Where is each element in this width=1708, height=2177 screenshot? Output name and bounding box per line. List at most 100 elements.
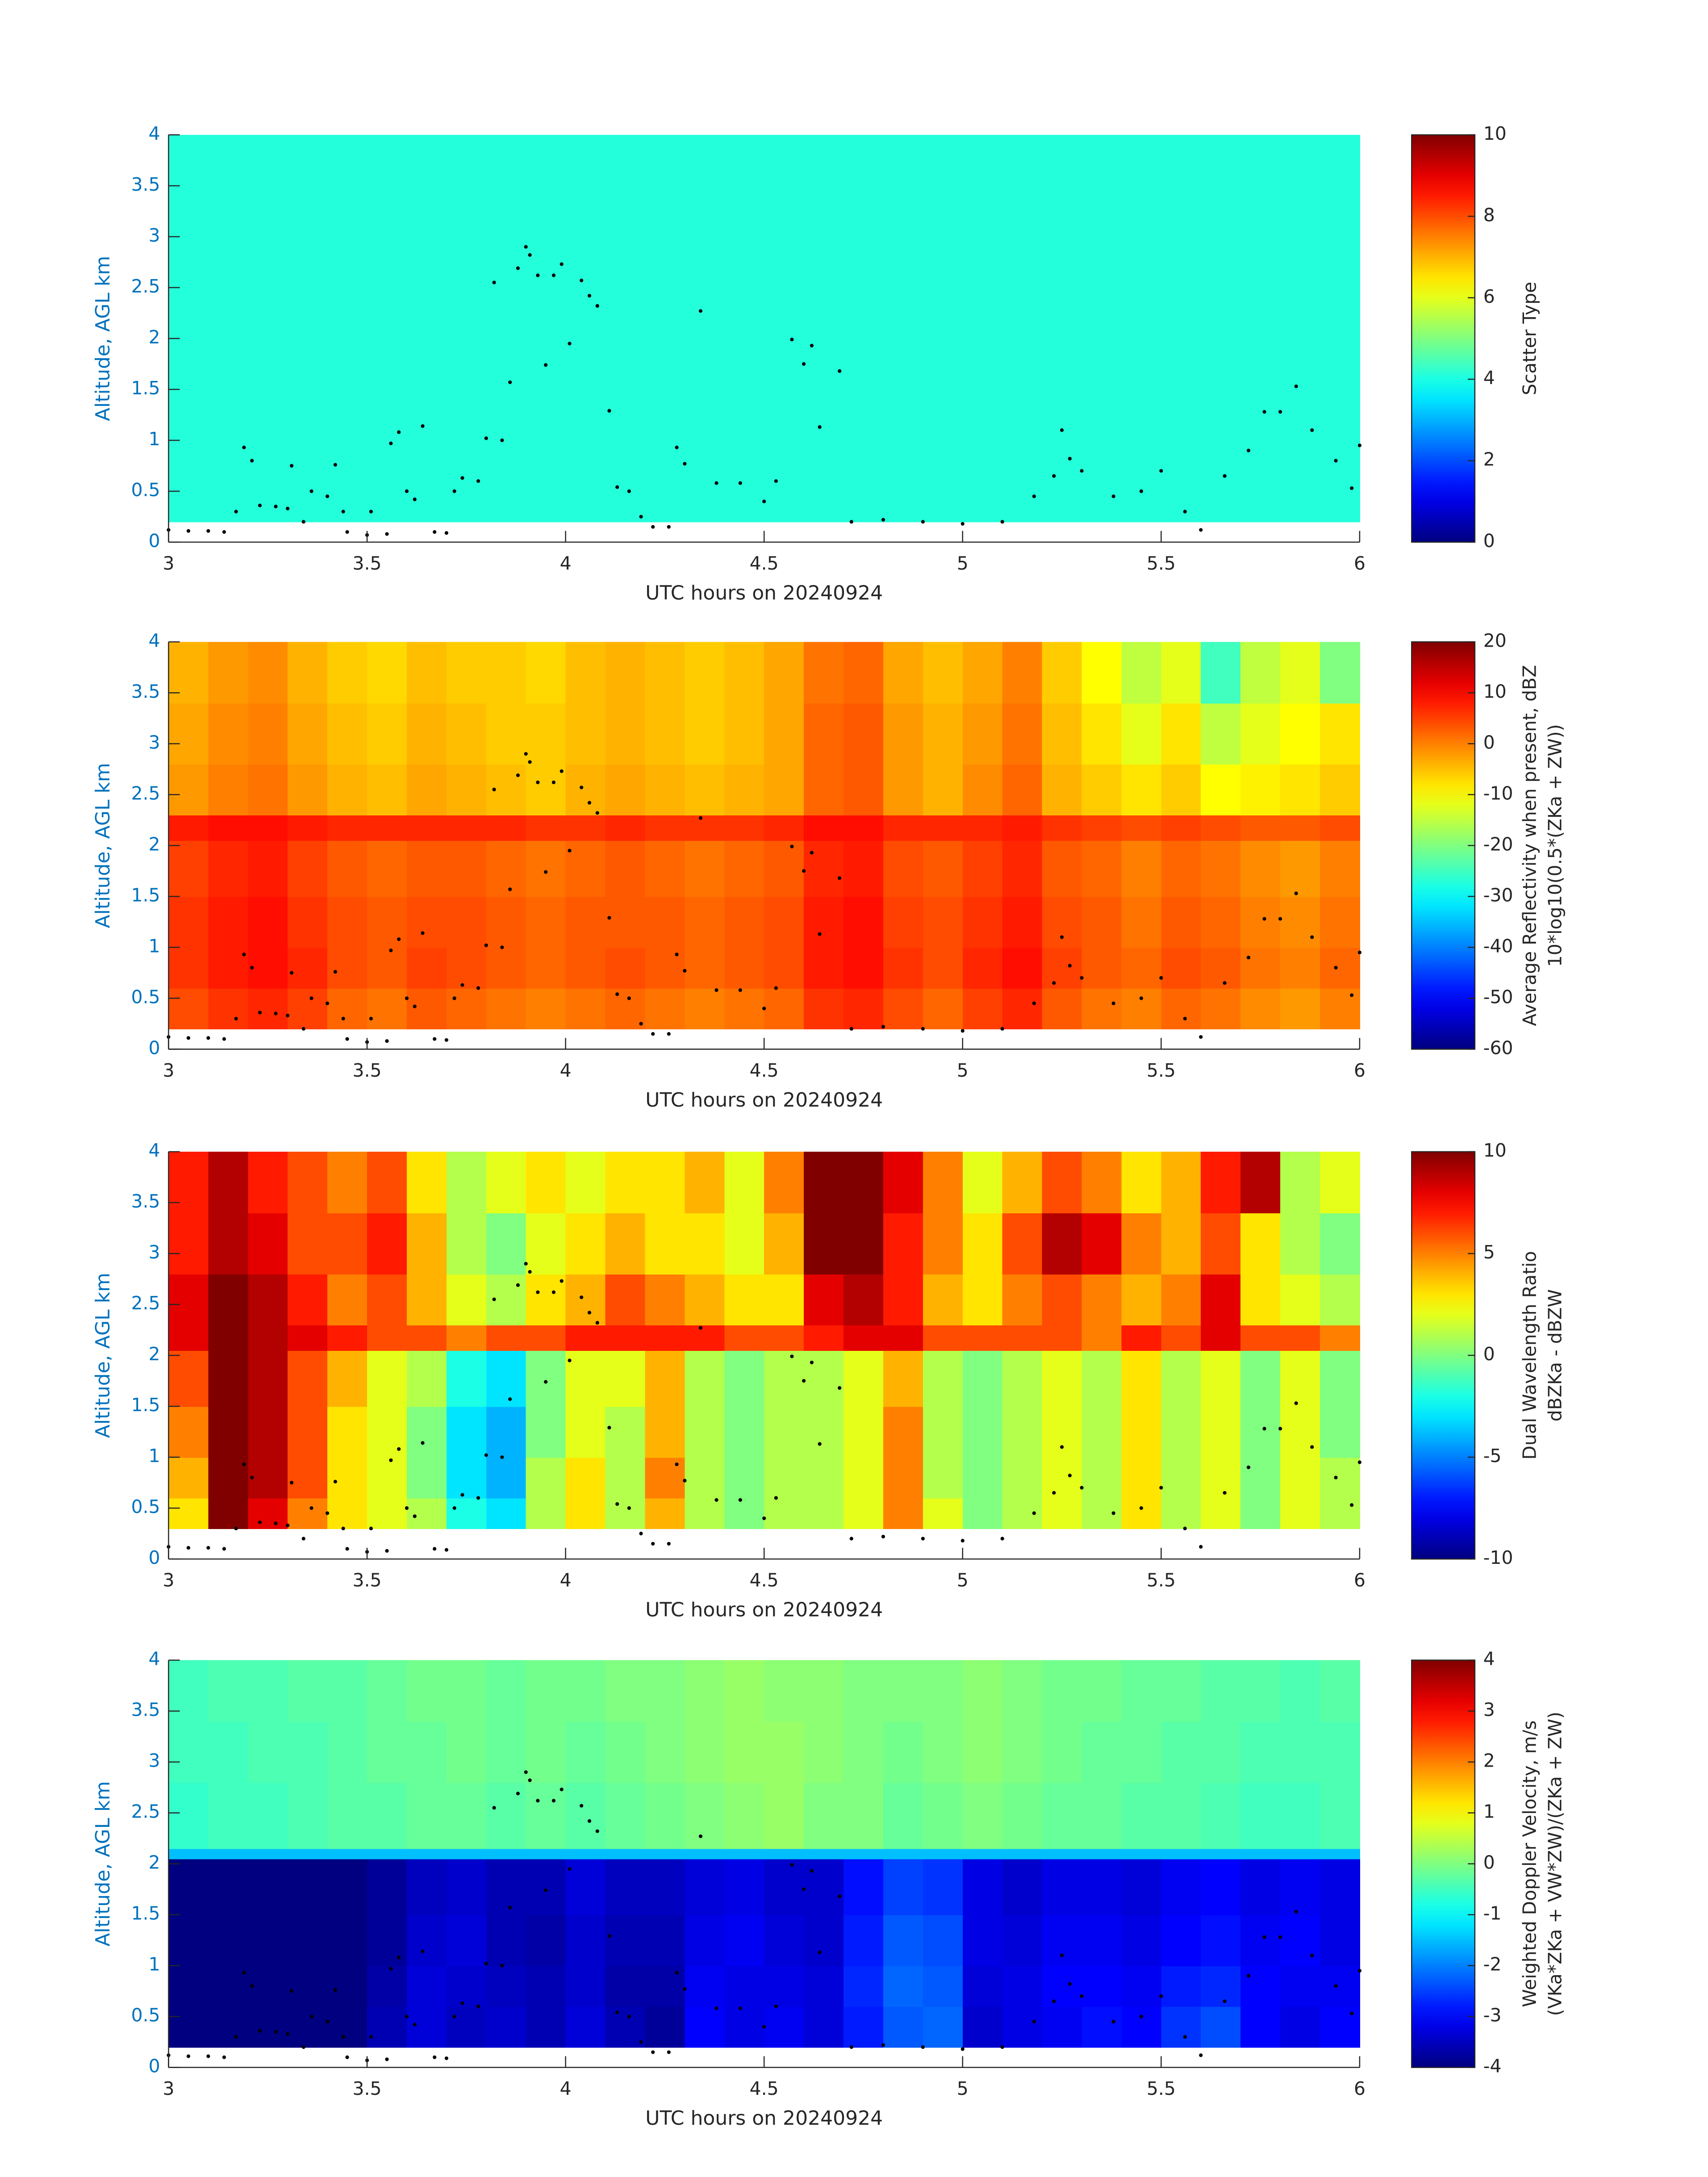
heatmap-cell (1320, 1152, 1361, 1214)
heatmap-cell (565, 1152, 606, 1214)
data-point (234, 1526, 238, 1530)
heatmap-cell (1161, 1406, 1202, 1458)
data-point (421, 1441, 425, 1445)
heatmap-cell (1240, 815, 1281, 841)
heatmap-cell (1201, 1660, 1241, 1722)
heatmap-cell (406, 1965, 447, 2007)
data-point (790, 844, 794, 848)
heatmap-cell (1161, 703, 1202, 765)
heatmap-cell (327, 1406, 368, 1458)
heatmap-cell (883, 1457, 924, 1499)
heatmap-cell (486, 840, 526, 897)
data-point (413, 2022, 417, 2027)
heatmap-cell (1082, 1721, 1122, 1783)
data-point (960, 1029, 965, 1033)
data-point (1246, 956, 1251, 960)
heatmap-cell (1042, 947, 1082, 989)
heatmap-cell (1201, 815, 1241, 841)
heatmap-cell (1042, 1721, 1082, 1783)
heatmap-cell (685, 1965, 725, 2007)
heatmap-cell (645, 988, 685, 1030)
heatmap-cell (406, 2006, 447, 2048)
heatmap-cell (804, 896, 844, 948)
data-point (714, 988, 718, 992)
heatmap-cell (1002, 2006, 1043, 2048)
heatmap-cell (923, 840, 964, 897)
heatmap-cell (883, 703, 924, 765)
heatmap-cell (883, 1721, 924, 1783)
heatmap-cell (605, 1152, 646, 1214)
heatmap-cell (1121, 1721, 1162, 1783)
y-axis-label: Altitude, AGL km (92, 256, 114, 421)
heatmap-cell (883, 947, 924, 989)
data-point (301, 1537, 305, 1541)
heatmap-cell (764, 764, 805, 816)
heatmap-cell (1161, 947, 1202, 989)
heatmap-cell (1002, 1848, 1043, 1859)
heatmap-cell (208, 815, 249, 841)
heatmap-cell (883, 1274, 924, 1325)
data-point (651, 2050, 655, 2054)
data-point (675, 953, 679, 957)
data-point (1278, 1935, 1282, 1939)
heatmap-cell (446, 1498, 487, 1529)
y-tick-label: 1 (149, 428, 160, 450)
heatmap-cell (764, 1350, 805, 1407)
heatmap-cell (486, 764, 526, 816)
heatmap-cell (486, 1212, 526, 1274)
heatmap-cell (208, 1212, 249, 1274)
data-point (1357, 443, 1361, 447)
y-tick-label: 0.5 (131, 1496, 160, 1517)
heatmap-cell (288, 988, 328, 1030)
heatmap-cell (605, 642, 646, 704)
heatmap-cell (1121, 764, 1162, 816)
data-point (242, 953, 246, 957)
heatmap-cell (923, 1212, 964, 1274)
data-point (1262, 410, 1266, 414)
heatmap-cell (446, 1848, 487, 1859)
heatmap-cell (962, 1498, 1003, 1529)
data-point (560, 262, 564, 266)
heatmap-cell (406, 1325, 447, 1351)
heatmap-cell (446, 1859, 487, 1915)
heatmap-cell (208, 947, 249, 989)
data-point (397, 1447, 401, 1451)
data-point (607, 409, 611, 413)
data-point (290, 971, 294, 975)
x-tick-label: 5 (957, 2078, 969, 2099)
heatmap-cell (327, 1350, 368, 1407)
heatmap-cell (367, 703, 408, 765)
heatmap-cell (764, 1965, 805, 2007)
colorbar-tick-label: 0 (1483, 1343, 1495, 1365)
data-point (1262, 917, 1266, 921)
heatmap-cell (645, 947, 685, 989)
y-tick-label: 2.5 (131, 276, 160, 297)
data-point (802, 1379, 806, 1383)
heatmap-cell (1280, 1457, 1321, 1499)
data-point (587, 1311, 592, 1315)
heatmap-cell (844, 896, 884, 948)
colorbar-tick-label: 10 (1483, 123, 1507, 144)
data-point (849, 1537, 853, 1541)
y-tick-label: 0 (149, 1037, 160, 1058)
data-point (452, 489, 456, 493)
heatmap-cell (367, 896, 408, 948)
data-point (389, 949, 393, 953)
heatmap-cell (1320, 1965, 1361, 2007)
heatmap-cell (724, 703, 765, 765)
heatmap-cell (288, 1498, 328, 1529)
heatmap-cell (1240, 1848, 1281, 1859)
y-tick-label: 0.5 (131, 479, 160, 501)
heatmap-cell (565, 840, 606, 897)
heatmap-cell (367, 642, 408, 704)
data-point (1334, 1984, 1338, 1988)
data-point (341, 510, 345, 514)
heatmap-cell (168, 840, 209, 897)
heatmap-cell (1121, 1782, 1162, 1849)
y-tick-label: 3.5 (131, 681, 160, 702)
heatmap-cell (1082, 1350, 1122, 1407)
data-point (389, 1967, 393, 1971)
heatmap-cell (248, 815, 288, 841)
heatmap-cell (1121, 642, 1162, 704)
heatmap-cell (883, 1859, 924, 1915)
